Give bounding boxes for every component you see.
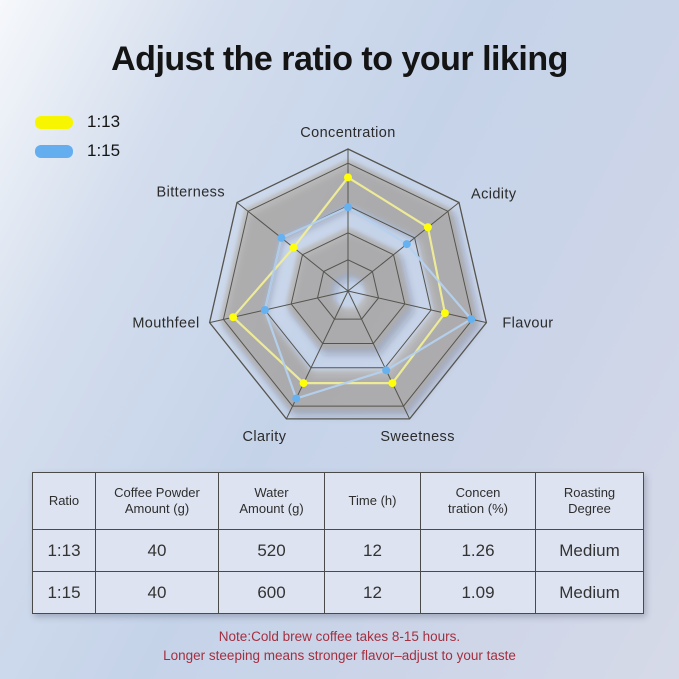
grid-ring — [316, 259, 380, 320]
data-point-1-13 — [299, 379, 308, 388]
legend-swatch-yellow — [35, 115, 73, 129]
table-header-row: Ratio Coffee Powder Amount (g) Water Amo… — [32, 472, 644, 530]
axis-label-flavour: Flavour — [502, 316, 553, 332]
cell-concentration: 1.09 — [420, 571, 536, 614]
data-point-1-13 — [388, 379, 397, 388]
header-ratio: Ratio — [32, 472, 96, 530]
grid-ring — [208, 148, 488, 420]
axis-spoke — [347, 202, 460, 292]
data-point-1-15 — [402, 240, 411, 249]
data-point-1-13 — [229, 313, 238, 322]
cell-concentration: 1.26 — [420, 529, 536, 572]
reference-band — [285, 227, 411, 349]
cell-roasting: Medium — [535, 571, 644, 614]
brew-ratio-table: Ratio Coffee Powder Amount (g) Water Amo… — [32, 472, 644, 614]
cell-roasting: Medium — [535, 529, 644, 572]
header-roasting-degree: Roasting Degree — [535, 472, 644, 530]
data-point-1-13 — [423, 223, 432, 232]
header-concentration: Concen tration (%) — [420, 472, 536, 530]
cell-time: 12 — [324, 571, 421, 614]
data-point-1-15 — [277, 233, 286, 242]
legend-item-ratio-1-15: 1:15 — [35, 141, 120, 161]
axis-spoke — [347, 290, 487, 324]
data-point-1-15 — [260, 306, 269, 314]
legend-label: 1:13 — [87, 112, 121, 131]
data-point-1-15 — [292, 394, 301, 403]
cell-ratio: 1:13 — [32, 529, 96, 572]
header-time: Time (h) — [324, 472, 421, 530]
footnote-line-1: Note:Cold brew coffee takes 8-15 hours. — [218, 629, 461, 644]
grid-ring — [222, 162, 474, 407]
data-point-1-13 — [289, 243, 298, 252]
footnote-line-2: Longer steeping means stronger flavor–ad… — [163, 648, 516, 663]
cell-coffee-powder: 40 — [95, 571, 219, 614]
axis-label-concentration: Concentration — [300, 125, 395, 141]
header-coffee-powder-amount: Coffee Powder Amount (g) — [95, 472, 219, 530]
cell-coffee-powder: 40 — [95, 529, 219, 572]
axis-label-clarity: Clarity — [242, 429, 286, 445]
legend-item-ratio-1-13: 1:13 — [35, 112, 120, 132]
axis-spoke — [347, 290, 411, 420]
data-point-1-15 — [382, 366, 391, 375]
header-water-amount: Water Amount (g) — [218, 472, 325, 530]
grid-ring — [290, 232, 406, 344]
table-row: 1:13 40 520 12 1.26 Medium — [32, 529, 644, 572]
data-point-1-13 — [344, 173, 352, 182]
table-row: 1:15 40 600 12 1.09 Medium — [32, 571, 644, 614]
axis-label-bitterness: Bitterness — [157, 185, 225, 201]
reference-band — [219, 158, 477, 410]
cell-ratio: 1:15 — [32, 571, 96, 614]
axis-label-mouthfeel: Mouthfeel — [132, 316, 199, 332]
legend-swatch-blue — [35, 144, 73, 158]
axis-label-acidity: Acidity — [471, 187, 517, 203]
legend-label: 1:15 — [87, 141, 121, 160]
cell-water: 600 — [218, 571, 325, 614]
page-title: Adjust the ratio to your liking — [111, 40, 568, 78]
data-point-1-15 — [467, 315, 476, 324]
cell-time: 12 — [324, 529, 421, 572]
data-point-1-13 — [440, 309, 449, 318]
cell-water: 520 — [218, 529, 325, 572]
footnote: Note:Cold brew coffee takes 8-15 hours. … — [0, 627, 679, 665]
axis-label-sweetness: Sweetness — [380, 429, 455, 445]
chart-legend: 1:13 1:15 — [35, 112, 120, 170]
series-line-1-15 — [263, 206, 473, 400]
data-point-1-15 — [344, 203, 352, 212]
